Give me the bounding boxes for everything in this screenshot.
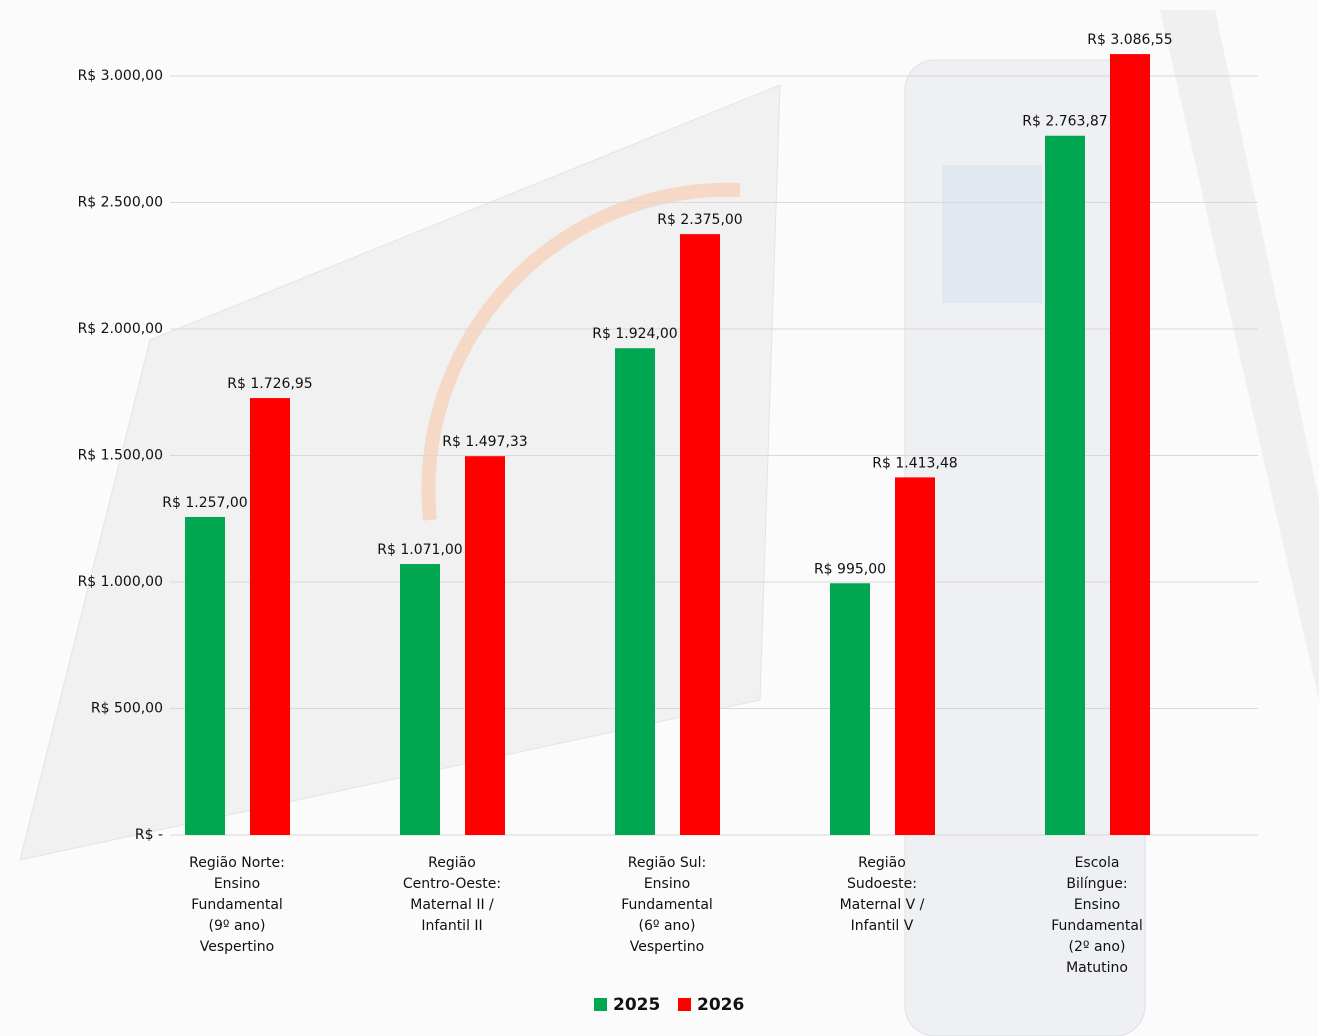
x-tick-label-line: Escola xyxy=(1075,855,1120,871)
y-tick-label: R$ 2.000,00 xyxy=(78,321,163,337)
bar xyxy=(830,583,870,835)
x-tick-label-line: Região xyxy=(858,855,906,871)
x-tick-label-line: Vespertino xyxy=(630,939,704,955)
y-tick-label: R$ 3.000,00 xyxy=(78,68,163,84)
bar xyxy=(1110,54,1150,836)
bar xyxy=(615,348,655,835)
legend-swatch xyxy=(594,998,607,1011)
x-tick-label: Região Norte: Ensino Fundamental (9º ano) Ve… xyxy=(189,855,285,955)
x-tick-label-line: (6º ano) xyxy=(639,918,696,934)
data-label: R$ 995,00 xyxy=(814,561,886,577)
y-tick-label: R$ 1.000,00 xyxy=(78,574,163,590)
bar xyxy=(680,234,720,835)
x-tick-label: Escola Bilíngue: Ensino Fundamental (2º ano)… xyxy=(1051,855,1143,976)
data-label: R$ 1.726,95 xyxy=(227,376,312,392)
x-tick-label-line: Infantil V xyxy=(851,918,914,934)
data-label: R$ 1.924,00 xyxy=(592,326,677,342)
data-label: R$ 1.497,33 xyxy=(442,434,527,450)
x-tick-label-line: Matutino xyxy=(1066,960,1128,976)
x-tick-label-line: Fundamental xyxy=(1051,918,1143,934)
x-tick-label-line: Fundamental xyxy=(621,897,713,913)
x-tick-label-line: Vespertino xyxy=(200,939,274,955)
data-label: R$ 1.071,00 xyxy=(377,542,462,558)
x-tick-label-line: Região Norte: xyxy=(189,855,285,871)
bar xyxy=(400,564,440,835)
x-tick-label-line: Sudoeste: xyxy=(847,876,917,892)
data-label: R$ 2.375,00 xyxy=(657,212,742,228)
decor-rule xyxy=(1160,10,1319,700)
y-tick-label: R$ - xyxy=(135,827,163,843)
data-label: R$ 1.413,48 xyxy=(872,455,957,471)
x-tick-label-line: Ensino xyxy=(1074,897,1120,913)
data-label: R$ 2.763,87 xyxy=(1022,114,1107,130)
x-tick-label-line: (2º ano) xyxy=(1069,939,1126,955)
data-label: R$ 3.086,55 xyxy=(1087,32,1172,48)
x-tick-label-line: Infantil II xyxy=(421,918,482,934)
x-tick-label-line: Maternal II / xyxy=(410,897,494,913)
bar xyxy=(185,516,225,835)
legend-swatch xyxy=(678,998,691,1011)
x-tick-label-line: Centro-Oeste: xyxy=(403,876,501,892)
x-tick-label-line: Região Sul: xyxy=(628,855,706,871)
bar xyxy=(465,456,505,835)
x-tick-label-line: (9º ano) xyxy=(209,918,266,934)
x-tick-label-line: Maternal V / xyxy=(840,897,925,913)
bar xyxy=(1045,135,1085,835)
decor-arc xyxy=(421,182,741,521)
x-tick-label-line: Fundamental xyxy=(191,897,283,913)
y-tick-label: R$ 1.500,00 xyxy=(78,448,163,464)
decor-window xyxy=(942,165,1042,303)
x-tick-label-line: Ensino xyxy=(644,876,690,892)
legend-label: 2026 xyxy=(697,995,744,1015)
x-tick-label-line: Região xyxy=(428,855,476,871)
y-tick-label: R$ 500,00 xyxy=(91,701,163,717)
bar xyxy=(895,477,935,835)
legend-label: 2025 xyxy=(613,995,660,1015)
x-tick-label: Região Sul: Ensino Fundamental (6º ano) Vesp… xyxy=(621,855,713,955)
x-tick-label-line: Ensino xyxy=(214,876,260,892)
y-tick-label: R$ 2.500,00 xyxy=(78,195,163,211)
x-tick-label: Região Centro-Oeste: Maternal II / Infantil… xyxy=(403,855,501,934)
data-label: R$ 1.257,00 xyxy=(162,495,247,511)
bar xyxy=(250,398,290,835)
x-tick-label-line: Bilíngue: xyxy=(1066,876,1127,892)
x-tick-label: Região Sudoeste: Maternal V / Infantil V xyxy=(840,855,925,934)
